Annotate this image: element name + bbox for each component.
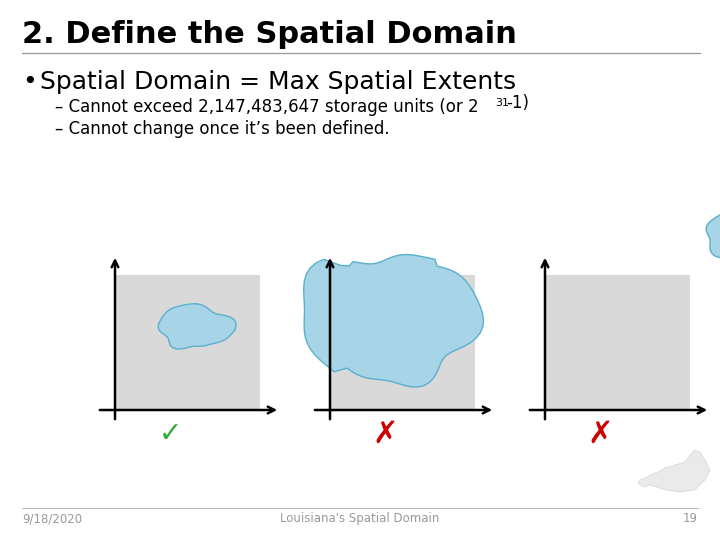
Text: 31: 31 [495,98,509,108]
Text: 19: 19 [683,512,698,525]
Bar [115,275,260,410]
Text: 9/18/2020: 9/18/2020 [22,512,82,525]
Text: – Cannot change once it’s been defined.: – Cannot change once it’s been defined. [55,120,390,138]
Text: -1): -1) [506,94,529,112]
Text: Spatial Domain = Max Spatial Extents: Spatial Domain = Max Spatial Extents [40,70,516,94]
Polygon shape [638,450,710,492]
Text: ✓: ✓ [158,420,181,448]
Bar [330,275,475,410]
Polygon shape [158,303,236,349]
Polygon shape [304,254,484,387]
Text: ✗: ✗ [372,420,397,449]
Text: •: • [22,70,37,94]
Text: ✗: ✗ [588,420,613,449]
Text: – Cannot exceed 2,147,483,647 storage units (or 2: – Cannot exceed 2,147,483,647 storage un… [55,98,479,116]
Text: 2. Define the Spatial Domain: 2. Define the Spatial Domain [22,20,517,49]
Polygon shape [706,211,720,258]
Bar [545,275,690,410]
Text: Louisiana's Spatial Domain: Louisiana's Spatial Domain [280,512,440,525]
